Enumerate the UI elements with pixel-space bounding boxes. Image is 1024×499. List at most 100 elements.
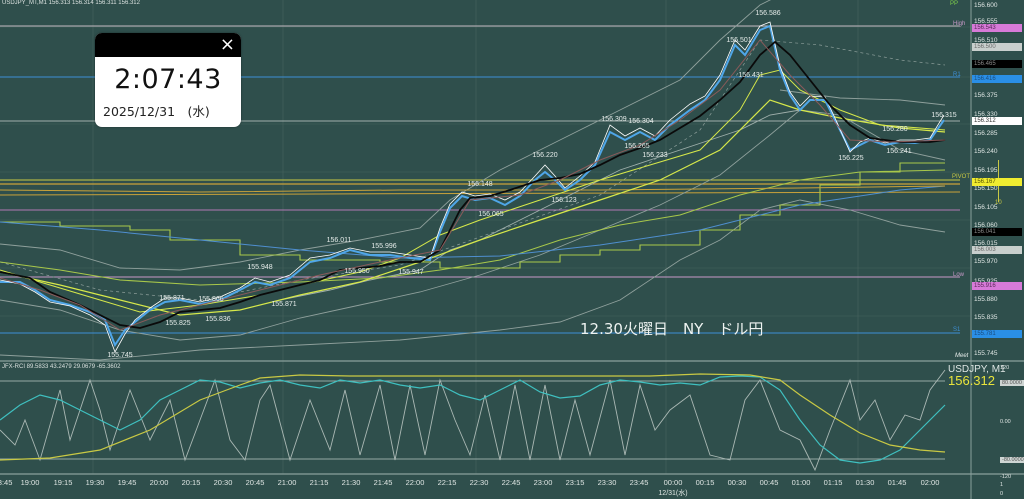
time-label: 22:00: [405, 478, 425, 487]
high-price-tag: 156.543: [972, 24, 1022, 32]
price-annotation: 156.586: [755, 10, 781, 17]
price-axis-label: 155.970: [974, 258, 998, 265]
price-axis-label: 155.880: [974, 296, 998, 303]
pivot-price-tag: 156.167: [972, 178, 1022, 186]
time-label: 02:00: [920, 478, 940, 487]
clock-titlebar[interactable]: ×: [95, 33, 241, 57]
price-annotation: 155.866: [198, 296, 224, 303]
price-axis-label: 156.510: [974, 37, 998, 44]
time-label: 01:00: [791, 478, 811, 487]
price-annotation: 156.265: [624, 143, 650, 150]
ma-black: [0, 40, 946, 329]
clock-time: 2:07:43: [114, 64, 222, 95]
price-annotation: 155.996: [371, 243, 397, 250]
osc-axis-label: 120: [1000, 365, 1010, 371]
price-annotation: 156.315: [931, 112, 957, 119]
time-label: 23:45: [629, 478, 649, 487]
mark-label: Meet: [955, 353, 969, 359]
time-label: 00:45: [759, 478, 779, 487]
price-axis-label: 156.015: [974, 240, 998, 247]
price-axis-label: 156.555: [974, 18, 998, 25]
time-label: 23:15: [565, 478, 585, 487]
price-annotation: 155.948: [247, 264, 273, 271]
candles: [0, 21, 945, 353]
date-label: 12/31(水): [658, 490, 688, 497]
clock-widget: × 2:07:43 2025/12/31 (水): [95, 33, 241, 127]
osc-axis-label: 1: [1000, 482, 1004, 488]
time-label: 21:00: [277, 478, 297, 487]
price-axis-label: 156.105: [974, 204, 998, 211]
time-label: 19:45: [117, 478, 137, 487]
price-annotation: 156.123: [551, 197, 577, 204]
price-annotation: 155.947: [398, 269, 424, 276]
price-annotation: 156.233: [642, 152, 668, 159]
indicator-symbol: USDJPY, M1: [948, 364, 1006, 375]
time-label: 21:45: [373, 478, 393, 487]
time-label: 19:15: [53, 478, 73, 487]
osc-axis-label: 0.00: [1000, 419, 1011, 425]
osc-axis-tag: -80.0000: [1000, 457, 1024, 463]
price-annotation: 156.280: [882, 126, 908, 133]
time-label: 23:30: [597, 478, 617, 487]
price-annotation: 155.871: [271, 301, 297, 308]
price-annotation: 156.225: [838, 155, 864, 162]
r1-price-tag: 156.416: [972, 75, 1022, 83]
time-label: 00:30: [727, 478, 747, 487]
ten-label: 10: [995, 200, 1002, 206]
time-label: 22:15: [437, 478, 457, 487]
indicator-price: 156.312: [948, 373, 995, 388]
close-icon[interactable]: ×: [219, 34, 235, 55]
price-axis-label: 155.835: [974, 314, 998, 321]
chart-caption: 12.30火曜日 NY ドル円: [580, 320, 764, 338]
high-label: High: [953, 21, 966, 27]
price-axis-label: 155.925: [974, 278, 998, 285]
s1-label: S1: [953, 327, 961, 333]
price-annotation: 156.148: [467, 181, 493, 188]
price-annotation: 155.871: [159, 295, 185, 302]
current-price-tag: 156.312: [972, 117, 1022, 125]
time-label: 22:45: [501, 478, 521, 487]
time-label: 20:15: [181, 478, 201, 487]
price-annotation: 155.950: [344, 268, 370, 275]
time-label: 00:00: [663, 478, 683, 487]
indicator-header: JFX-RCI 89.5833 43.2479 29.0679 -65.3602: [2, 364, 121, 370]
time-label: 01:15: [823, 478, 843, 487]
price-axis-label: 156.375: [974, 92, 998, 99]
osc-axis-label: -120: [1000, 474, 1012, 480]
osc-axis-label: 0: [1000, 491, 1004, 497]
price-annotation: 155.825: [165, 320, 191, 327]
low-price-tag: 155.916: [972, 282, 1022, 290]
low-label: Low: [953, 272, 965, 278]
price-axis-label: 156.330: [974, 111, 998, 118]
price-tag: 156.003: [972, 246, 1022, 254]
price-annotation: 155.836: [205, 316, 231, 323]
price-annotation: 156.501: [726, 37, 752, 44]
clock-date: 2025/12/31 (水): [103, 104, 210, 119]
price-annotation: 156.220: [532, 152, 558, 159]
price-axis-label: 155.745: [974, 350, 998, 357]
time-label: 20:00: [149, 478, 169, 487]
price-axis-label: 156.285: [974, 130, 998, 137]
pivot-label: PIVOT: [952, 174, 971, 180]
time-label: 00:15: [695, 478, 715, 487]
symbol-header: USDJPY_MT,M1 156.313 156.314 156.311 156…: [2, 0, 140, 6]
price-annotation: 156.065: [478, 211, 504, 218]
price-annotation: 156.241: [886, 148, 912, 155]
pp-label: PP: [950, 1, 959, 7]
price-tag: 156.041: [972, 228, 1022, 236]
price-axis-label: 156.195: [974, 167, 998, 174]
r1-label: R1: [953, 72, 961, 78]
time-label: 21:15: [309, 478, 329, 487]
time-label: 18:45: [0, 478, 13, 487]
time-label: 01:45: [887, 478, 907, 487]
time-label: 21:30: [341, 478, 361, 487]
price-axis-label: 156.150: [974, 185, 998, 192]
price-tag: 156.465: [972, 60, 1022, 68]
price-tag: 156.500: [972, 43, 1022, 51]
oscillator-lines: [0, 369, 946, 472]
price-annotation: 156.011: [326, 237, 352, 244]
time-label: 19:30: [85, 478, 105, 487]
time-label: 20:45: [245, 478, 265, 487]
time-label: 20:30: [213, 478, 233, 487]
